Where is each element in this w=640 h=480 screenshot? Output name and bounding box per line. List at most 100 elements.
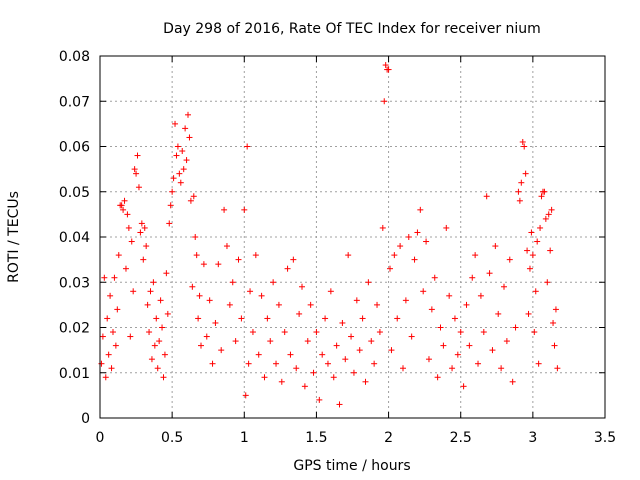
data-point [319,351,326,358]
data-point [299,283,305,290]
data-point [147,288,154,295]
data-point [443,224,450,231]
data-point [189,283,196,290]
y-tick-label: 0.07 [59,94,90,110]
data-point [150,279,157,286]
data-point [148,356,155,363]
data-point [551,342,558,349]
data-point [183,157,190,164]
y-tick-label: 0.06 [59,140,90,156]
data-point [163,270,170,277]
data-point [431,274,438,281]
data-point [532,288,539,295]
data-point [164,310,171,317]
data-point [526,265,533,272]
x-tick-label: 2 [384,430,393,446]
data-point [371,360,378,367]
data-point [229,279,236,286]
data-point [124,211,131,218]
data-point [105,351,112,358]
data-point [537,224,544,231]
data-point [534,238,541,245]
data-point [249,329,256,336]
data-point [176,170,183,177]
data-point [131,166,138,173]
data-point [365,279,372,286]
data-point [480,329,487,336]
data-point [146,329,153,336]
data-point [198,342,204,349]
data-point [182,125,189,132]
data-point [187,197,194,204]
data-point [460,383,467,390]
data-point [374,301,381,308]
data-point [180,166,187,173]
data-point [156,338,163,345]
data-point [107,292,114,299]
data-point [185,111,192,118]
data-point [115,252,122,259]
data-point [174,143,181,150]
data-point [159,324,166,331]
data-point [238,315,245,322]
data-point [245,360,252,367]
x-tick-label: 2.5 [450,430,472,446]
x-tick-label: 3.5 [594,430,616,446]
data-point [223,243,230,250]
data-point [522,170,529,177]
data-point [387,265,394,272]
data-point [516,197,523,204]
data-point [525,310,532,317]
data-point [542,215,549,222]
data-point [498,365,505,372]
x-tick-label: 1 [240,430,249,446]
x-tick-label: 0.5 [161,430,183,446]
data-point [336,401,343,408]
data-point [120,206,127,213]
x-axis-label: GPS time / hours [293,458,410,474]
y-axis-label: ROTI / TECUs [6,191,22,283]
data-point [128,238,135,245]
data-point [258,292,265,299]
data-point [449,365,456,372]
data-point [169,188,176,195]
y-tick-label: 0.02 [59,321,90,337]
data-point [333,342,340,349]
data-point [425,356,432,363]
data-point [290,256,297,263]
data-point [232,338,239,345]
data-point [140,256,147,263]
data-point [330,374,337,381]
data-point [130,288,137,295]
data-point [437,324,444,331]
data-point [281,329,288,336]
data-point [397,243,404,250]
y-tick-label: 0.03 [59,275,90,291]
data-point [218,347,225,354]
data-point [160,374,167,381]
data-point [541,188,548,195]
axis-ticks: 0 0.5 1 1.5 2 2.5 3 3.5 0 0.01 0.02 0.03 0.04 0.05 0.0… [59,49,616,446]
data-point [322,315,329,322]
data-point [483,193,490,200]
data-point [495,310,502,317]
data-point [98,360,105,367]
data-point [544,279,551,286]
data-point [512,324,519,331]
data-point [538,193,545,200]
data-point [469,274,476,281]
data-point [368,338,375,345]
data-point [284,265,291,272]
y-tick-label: 0.08 [59,49,90,65]
y-tick-label: 0.05 [59,185,90,201]
data-point [179,148,186,155]
data-point [506,256,513,263]
data-point [244,143,251,150]
data-point [339,319,346,326]
data-point [408,333,415,340]
data-point [172,120,179,127]
data-point [235,256,242,263]
data-point [348,333,355,340]
data-point [381,98,388,105]
